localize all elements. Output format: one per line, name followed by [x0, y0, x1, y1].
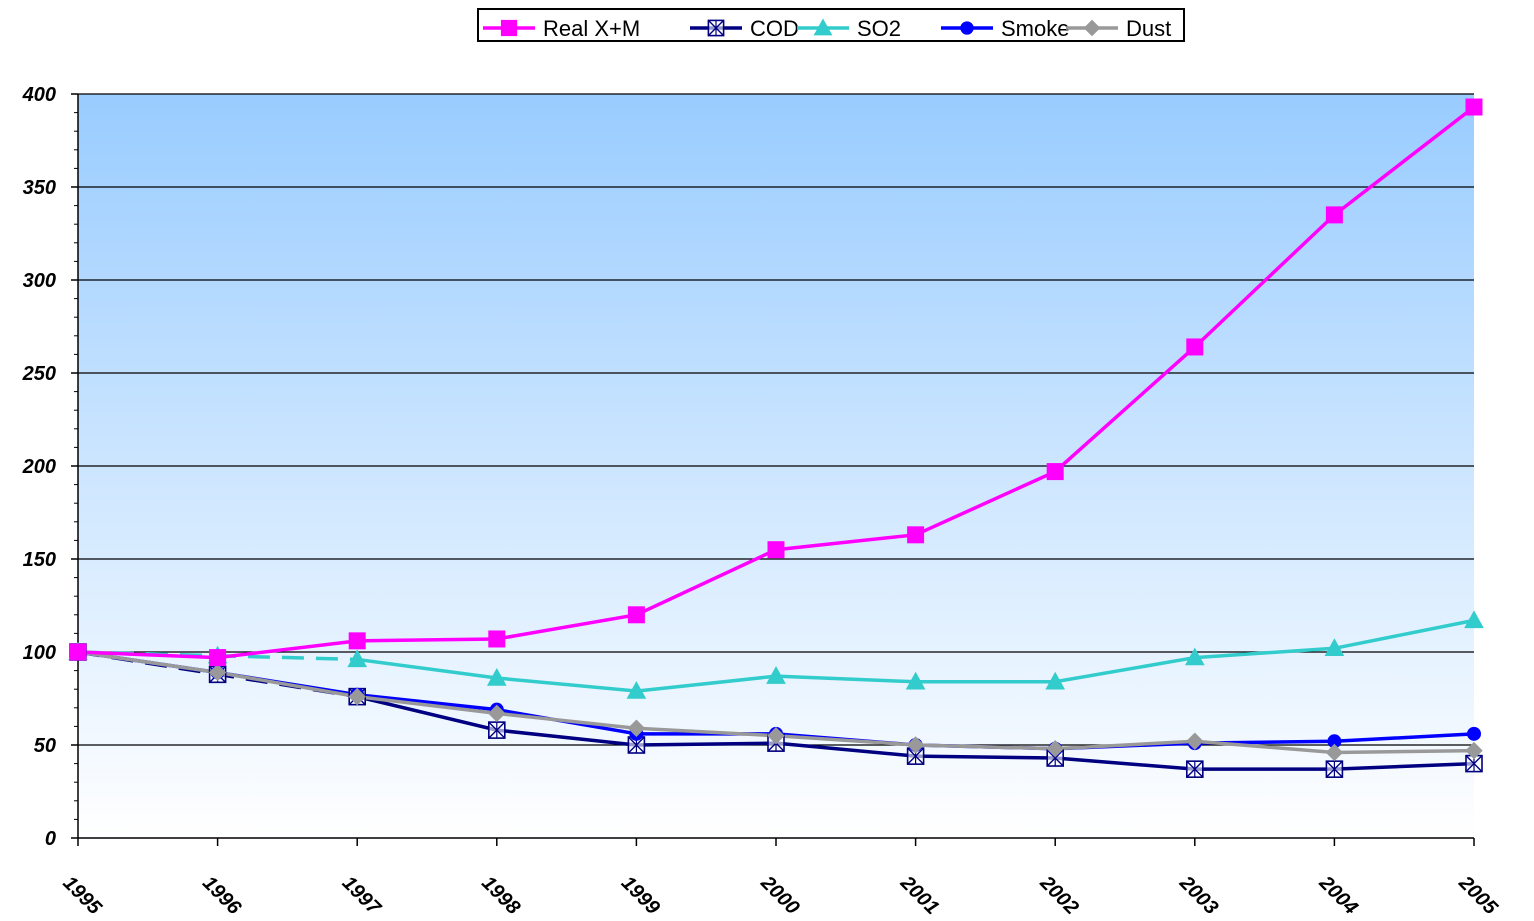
- legend-label-cod: COD: [750, 16, 799, 41]
- marker-real-x-m-2000: [767, 541, 785, 559]
- marker-dust-1996: [208, 663, 227, 682]
- legend: Real X+M COD SO2 Smoke Dust: [483, 16, 1171, 41]
- legend-marker-cod: [707, 19, 725, 37]
- marker-cod-2003: [1186, 760, 1204, 778]
- legend-marker-dust: [1083, 19, 1101, 37]
- y-tick-label-250: 250: [22, 363, 56, 385]
- axes: [71, 93, 1475, 846]
- marker-so2-2001: [905, 671, 926, 690]
- legend-label-so2: SO2: [857, 16, 901, 41]
- marker-smoke-2005: [1467, 726, 1481, 741]
- y-tick-label-200: 200: [22, 456, 56, 478]
- grid-lines: [78, 93, 1474, 746]
- marker-dust-2004: [1325, 743, 1344, 762]
- x-tick-label-2004: 2004: [1314, 871, 1362, 919]
- marker-real-x-m-1996: [209, 649, 227, 667]
- x-tick-label-1997: 1997: [338, 872, 386, 920]
- x-tick-label-2002: 2002: [1035, 871, 1083, 919]
- y-tick-label-150: 150: [23, 549, 56, 571]
- marker-real-x-m-1998: [488, 630, 506, 648]
- x-tick-label-1996: 1996: [198, 872, 246, 920]
- marker-so2-2000: [766, 666, 786, 684]
- x-tick-label-2000: 2000: [756, 871, 804, 919]
- marker-so2-1998: [486, 668, 507, 686]
- marker-so2-2002: [1045, 671, 1066, 690]
- x-tick-label-2003: 2003: [1175, 871, 1223, 919]
- marker-cod-1998: [487, 721, 506, 739]
- legend-box: [477, 8, 1185, 42]
- y-tick-label-0: 0: [45, 828, 56, 850]
- x-tick-label-1999: 1999: [617, 872, 665, 920]
- y-tick-label-100: 100: [23, 642, 56, 664]
- y-tick-labels: 0 50 100 150 200 250 300 350 400: [22, 84, 56, 850]
- marker-dust-1999: [627, 719, 646, 737]
- marker-dust-1997: [348, 687, 366, 706]
- x-tick-label-2005: 2005: [1454, 871, 1502, 919]
- marker-so2-2003: [1184, 647, 1205, 666]
- marker-real-x-m-2002: [1046, 463, 1064, 481]
- y-tick-label-50: 50: [34, 735, 56, 757]
- marker-so2-1997: [347, 649, 368, 668]
- marker-real-x-m-2005: [1465, 98, 1483, 116]
- marker-so2-2004: [1324, 638, 1345, 656]
- series-markers: [68, 98, 1484, 778]
- legend-marker-so2: [813, 18, 833, 36]
- marker-dust-2003: [1186, 732, 1204, 750]
- y-tick-label-350: 350: [23, 177, 56, 199]
- legend-marker-real-x-m: [500, 19, 518, 37]
- marker-dust-2002: [1046, 740, 1064, 758]
- marker-dust-2000: [767, 726, 785, 745]
- marker-dust-2001: [906, 736, 925, 754]
- x-tick-label-2001: 2001: [895, 871, 943, 919]
- marker-real-x-m-1995: [69, 643, 87, 661]
- marker-cod-2004: [1325, 760, 1344, 778]
- marker-cod-2001: [906, 747, 925, 765]
- marker-real-x-m-2003: [1186, 338, 1204, 356]
- x-tick-label-1998: 1998: [477, 872, 525, 920]
- marker-dust-1998: [488, 704, 506, 723]
- x-tick-labels: 1995 1996 1997 1998 1999 2000 2001 2002 2003 2004…: [58, 871, 1502, 919]
- marker-real-x-m-1999: [627, 606, 645, 624]
- legend-label-real-x-m: Real X+M: [543, 16, 640, 41]
- marker-real-x-m-2004: [1325, 206, 1343, 224]
- marker-so2-1999: [626, 681, 647, 699]
- y-tick-label-400: 400: [22, 84, 56, 106]
- legend-label-dust: Dust: [1126, 16, 1171, 41]
- marker-so2-2005: [1464, 610, 1484, 629]
- marker-dust-2005: [1465, 741, 1483, 760]
- marker-real-x-m-1997: [348, 632, 366, 650]
- x-tick-label-1995: 1995: [58, 872, 106, 920]
- y-tick-label-300: 300: [23, 270, 56, 292]
- legend-marker-smoke: [960, 21, 974, 35]
- marker-real-x-m-2001: [907, 526, 925, 544]
- legend-label-smoke: Smoke: [1001, 16, 1069, 41]
